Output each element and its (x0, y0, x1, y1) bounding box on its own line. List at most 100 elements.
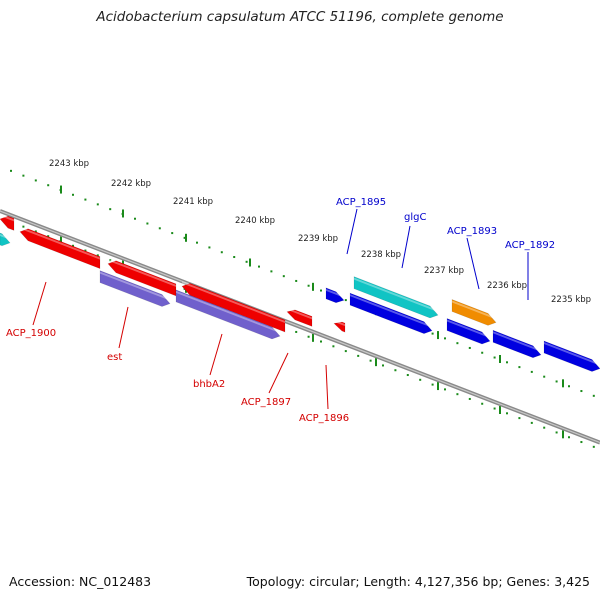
scale-top-dot (530, 370, 533, 373)
scale-bottom-dot (543, 426, 546, 429)
gene-arrow-est-upper (107, 260, 177, 297)
scale-top-dot (134, 217, 136, 220)
gene-arrow-acp1892 (492, 329, 542, 359)
scale-top-dot (84, 198, 87, 201)
gene-arrow-bhba2-purple-shine (176, 290, 280, 334)
gene-arrow-bhba2-shine (182, 281, 285, 324)
scale-top-dot (158, 227, 161, 230)
scale-bottom-dot (506, 412, 508, 415)
scale-top-dot (109, 208, 112, 211)
gene-label-acp-1893: ACP_1893 (447, 226, 497, 237)
scale-top-dot (196, 241, 198, 244)
gene-arrow-orange (451, 299, 497, 326)
gene-arrow-blue-2 (349, 292, 433, 334)
genome-title: Acidobacterium capsulatum ATCC 51196, co… (96, 9, 504, 25)
scale-bottom-dot (332, 345, 335, 348)
scale-bottom-dot (109, 259, 112, 262)
label-leaders (32, 208, 529, 410)
gene-arrow-acp1893 (446, 318, 491, 345)
scale-top-dot (468, 346, 471, 349)
leader-bottom-1 (118, 306, 129, 349)
scale-bottom-dot (320, 340, 322, 343)
gene-label-acp-1897: ACP_1897 (241, 397, 291, 408)
gene-arrow-blue-end-shine (544, 341, 600, 366)
accession-text: Accession: NC_012483 (9, 574, 152, 589)
gene-arrow-cyan-left (0, 232, 11, 247)
scale-bottom-dot (357, 354, 360, 357)
scale-top-dot (220, 251, 223, 254)
gene-arrow-acp1900 (19, 228, 101, 270)
scale-bottom-dot (295, 330, 298, 333)
scale-top-dot (96, 203, 99, 206)
gene-label-acp-1895: ACP_1895 (336, 197, 386, 208)
scale-bottom-dot (431, 383, 434, 386)
leader-top-0 (346, 208, 358, 255)
scale-bottom-dot (96, 254, 99, 257)
scale-bottom-dot (456, 393, 459, 396)
gene-arrow-acp1895 (325, 287, 345, 304)
scale-top-dot (171, 232, 174, 235)
gene-arrow-acp1901 (0, 215, 15, 231)
scale-bottom-dot (307, 335, 310, 338)
scale-top-dot (47, 184, 50, 187)
tick-label-5: 2238 kbp (361, 250, 401, 260)
scale-top-dot (493, 356, 496, 359)
scale-bottom-dot (47, 235, 50, 238)
scale-bottom-dot (382, 364, 384, 367)
scale-bottom-dot (518, 417, 521, 420)
tick-label-2: 2241 kbp (173, 197, 213, 207)
gene-label-acp-1892: ACP_1892 (505, 240, 555, 251)
leader-bottom-4 (325, 364, 329, 410)
gene-arrow-acp1901-shine (0, 214, 14, 222)
scale-top-dot (592, 394, 595, 397)
gene-arrow-acp1897 (286, 309, 313, 327)
scale-bottom-dot (34, 230, 37, 233)
scale-top-dot (431, 332, 434, 335)
gene-arrow-acp1896 (333, 321, 346, 333)
gene-label-acp-1896: ACP_1896 (299, 413, 349, 424)
scale-top-dot (307, 284, 310, 287)
tick-label-6: 2237 kbp (424, 266, 464, 276)
scale-top-dot (481, 351, 484, 354)
gene-arrow-est (99, 270, 171, 307)
scale-top-dot (146, 222, 149, 225)
scale-top-dot (580, 390, 583, 393)
scale-top-dot (320, 289, 322, 292)
scale-top-dot (518, 366, 521, 369)
leader-bottom-3 (268, 352, 289, 394)
scale-top-dot (444, 337, 446, 340)
scale-bottom-dot (72, 244, 74, 247)
scale-bottom-dot (344, 350, 347, 353)
scale-bottom-dot (468, 397, 471, 400)
scale-top-dot (208, 246, 211, 249)
gene-label-acp-1900: ACP_1900 (6, 328, 56, 339)
scale-top-dot (344, 299, 347, 302)
scale-top-dot (22, 174, 25, 177)
gene-arrow-acp1892-shine (493, 331, 541, 352)
gene-arrow-cyan-left-shine (0, 234, 10, 240)
scale-top-dot (555, 380, 558, 383)
genome-backbone (0, 209, 600, 445)
tick-label-4: 2239 kbp (298, 234, 338, 244)
scale-bottom-dot (592, 445, 595, 448)
scale-top-dot (34, 179, 37, 182)
backbone-highlight (0, 210, 600, 444)
gene-arrow-blue-2-shine (350, 294, 432, 328)
scale-bottom-dot (394, 369, 397, 372)
scale-top-dot (245, 260, 248, 263)
leader-top-2 (466, 237, 480, 290)
gene-arrow-acp1900-shine (20, 226, 100, 260)
tick-label-8: 2235 kbp (551, 295, 591, 305)
scale-top-dot (568, 385, 570, 388)
scale-top-dot (183, 236, 186, 239)
scale-bottom-dot (406, 374, 409, 377)
scale-bottom-dot (555, 431, 558, 434)
gene-features (0, 214, 600, 372)
scale-top-dot (233, 256, 236, 259)
tick-label-7: 2236 kbp (487, 281, 527, 291)
tick-label-3: 2240 kbp (235, 216, 275, 226)
scale-top-dot (282, 275, 285, 278)
gene-arrow-glgc (353, 276, 439, 319)
scale-top-dot (72, 193, 74, 196)
